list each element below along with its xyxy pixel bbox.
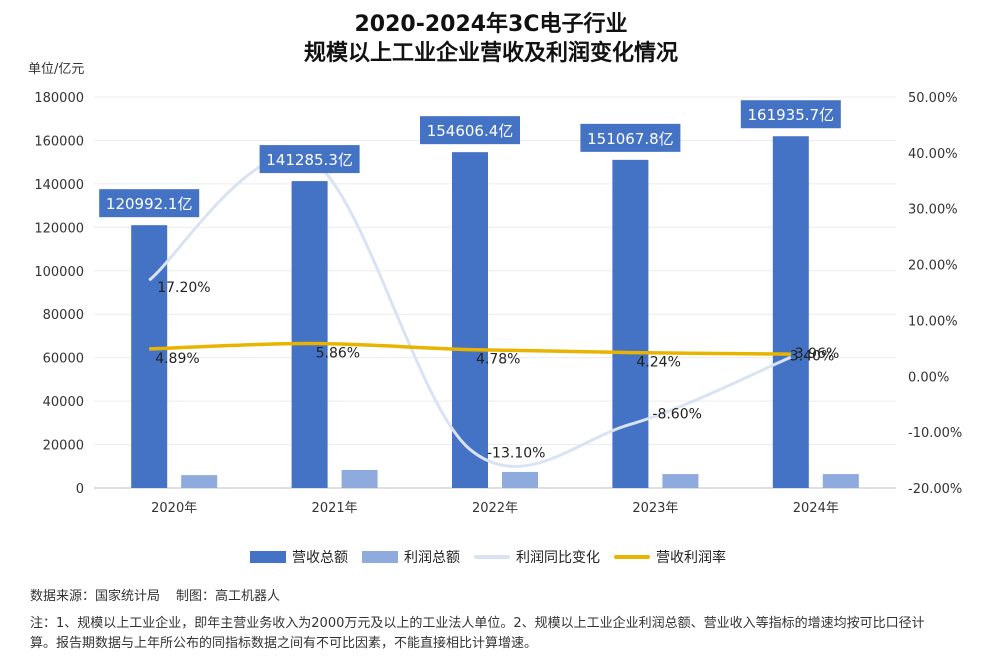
chart-title-line-2: 规模以上工业企业营收及利润变化情况 xyxy=(303,41,678,66)
data-label-margin: 5.86% xyxy=(316,346,360,362)
x-tick-label: 2021年 xyxy=(312,501,358,516)
x-tick-label: 2022年 xyxy=(472,501,518,516)
bar-profit xyxy=(181,475,218,488)
y-left-tick-label: 140000 xyxy=(34,178,84,193)
legend-item-profit: 利润总额 xyxy=(362,547,460,567)
x-tick-label: 2023年 xyxy=(632,501,678,516)
y-right-tick-label: 50.00% xyxy=(908,91,958,106)
y-left-tick-label: 160000 xyxy=(34,134,84,149)
y-left-tick-label: 40000 xyxy=(43,395,84,410)
legend-item-margin: 营收利润率 xyxy=(614,547,726,567)
legend-label-profit-yoy: 利润同比变化 xyxy=(516,550,600,566)
legend-swatch-revenue xyxy=(250,551,286,563)
y-right-tick-label: 0.00% xyxy=(908,370,949,385)
legend-swatch-profit xyxy=(362,551,398,563)
revenue-callout-box xyxy=(259,145,360,174)
combo-chart: 0 20000 40000 60000 80000 100000 120000 140000 1… xyxy=(34,91,962,516)
bar-profit xyxy=(822,474,859,488)
y-right-tick-label: 20.00% xyxy=(908,259,958,274)
data-label-revenue: 120992.1亿 xyxy=(106,195,193,213)
data-label-profit-yoy: 17.20% xyxy=(157,280,210,296)
data-label-margin: 4.24% xyxy=(636,355,680,371)
y-right-tick-label: 40.00% xyxy=(908,147,958,162)
maker-label: 制图：高工机器人 xyxy=(176,589,281,604)
legend-swatch-profit-yoy xyxy=(474,555,510,559)
y-right-tick-label: -20.00% xyxy=(908,482,962,497)
y-left-tick-label: 0 xyxy=(76,482,84,497)
legend-item-revenue: 营收总额 xyxy=(250,547,348,567)
chart-legend: 营收总额 利润总额 利润同比变化 营收利润率 xyxy=(250,547,740,567)
line-profit-yoy xyxy=(148,153,792,468)
data-source: 数据来源：国家统计局 制图：高工机器人 xyxy=(30,585,280,604)
y-left-tick-label: 60000 xyxy=(43,352,84,367)
bar-revenue xyxy=(612,159,649,488)
data-label-profit-yoy: 3.40% xyxy=(790,348,834,364)
bar-profit xyxy=(662,474,699,488)
y-right-tick-label: 30.00% xyxy=(908,203,958,218)
data-label-profit-yoy: -13.10% xyxy=(487,445,545,461)
legend-swatch-margin xyxy=(614,555,650,559)
data-label-profit-yoy: -8.60% xyxy=(652,406,702,422)
x-tick-label: 2020年 xyxy=(151,501,197,516)
revenue-callout-box xyxy=(580,123,681,152)
y-left-tick-label: 180000 xyxy=(34,91,84,106)
revenue-callout-box xyxy=(99,189,200,218)
bar-revenue xyxy=(772,136,809,488)
revenue-callout-box xyxy=(420,116,520,145)
x-tick-label: 2024年 xyxy=(793,501,839,516)
y-left-tick-label: 20000 xyxy=(43,439,84,454)
data-label-margin: 4.78% xyxy=(476,352,520,368)
data-label-margin: 4.89% xyxy=(155,351,199,367)
data-label-revenue: 151067.8亿 xyxy=(587,130,674,148)
data-label-revenue: 154606.4亿 xyxy=(427,122,514,140)
line-margin xyxy=(149,341,791,356)
footnote: 注：1、规模以上工业企业，即年主营业务收入为2000万元及以上的工业法人单位。2… xyxy=(30,616,925,651)
legend-label-margin: 营收利润率 xyxy=(656,550,726,566)
legend-label-revenue: 营收总额 xyxy=(292,550,348,566)
bar-profit xyxy=(502,471,538,488)
data-label-revenue: 141285.3亿 xyxy=(266,151,353,169)
legend-label-profit: 利润总额 xyxy=(404,550,460,566)
legend-item-profit-yoy: 利润同比变化 xyxy=(474,547,600,567)
y-left-tick-label: 100000 xyxy=(34,265,84,280)
source-label: 数据来源：国家统计局 xyxy=(30,589,161,604)
chart-title-line-1: 2020-2024年3C电子行业 xyxy=(354,12,628,37)
data-label-margin: 3.96% xyxy=(795,346,839,362)
y-right-tick-label: 10.00% xyxy=(908,314,958,329)
revenue-callout-box xyxy=(740,100,841,129)
bar-revenue xyxy=(452,152,488,489)
bar-revenue xyxy=(291,181,328,489)
y-left-tick-label: 80000 xyxy=(43,308,84,323)
y-left-tick-label: 120000 xyxy=(34,221,84,236)
y-axis-unit-label: 单位/亿元 xyxy=(28,62,85,77)
data-label-revenue: 161935.7亿 xyxy=(748,106,835,124)
y-right-tick-label: -10.00% xyxy=(908,426,962,441)
bar-profit xyxy=(341,470,378,488)
